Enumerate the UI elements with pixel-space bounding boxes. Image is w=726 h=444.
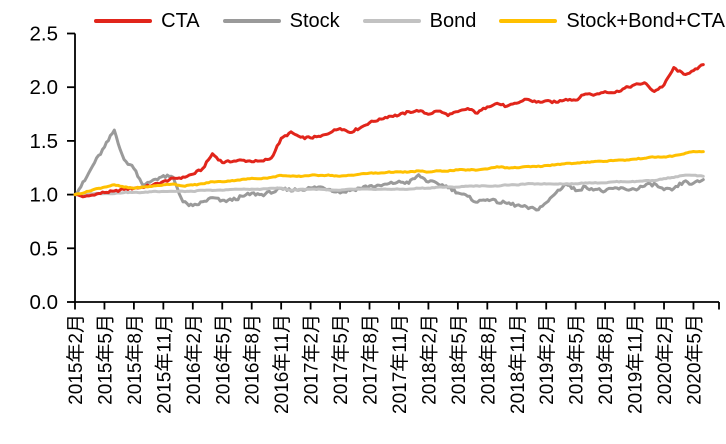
y-tick-label: 2.5 (30, 23, 59, 46)
x-tick-label: 2015年8月 (124, 314, 146, 405)
legend-item-bond: Bond (362, 8, 477, 34)
legend-item-stock-bond-cta: Stock+Bond+CTA (499, 8, 725, 34)
x-tick-label: 2018年5月 (448, 314, 470, 405)
x-tick-label: 2016年5月 (212, 314, 234, 405)
x-tick-label: 2018年8月 (477, 314, 499, 405)
legend-swatch-stock (222, 19, 281, 23)
legend-swatch-stock-bond-cta (499, 19, 558, 23)
series-line-stock-bond-cta (73, 150, 705, 197)
legend-label-stock: Stock (289, 10, 340, 32)
series-line-bond (73, 173, 705, 197)
legend-label-cta: CTA (161, 10, 200, 32)
x-tick-label: 2019年5月 (566, 314, 588, 405)
y-tick-label: 1.5 (30, 130, 59, 153)
legend-swatch-cta (94, 19, 153, 23)
x-tick-label: 2017年2月 (301, 314, 323, 405)
legend-label-bond: Bond (429, 10, 477, 32)
x-tick-label: 2020年2月 (654, 314, 676, 405)
y-tick-label: 2.0 (30, 76, 59, 99)
x-tick-label: 2015年2月 (65, 314, 87, 405)
x-tick-label: 2017年11月 (389, 314, 411, 414)
x-tick-label: 2017年5月 (330, 314, 352, 405)
legend-swatch-bond (362, 19, 421, 23)
x-tick-label: 2016年2月 (183, 314, 205, 405)
x-tick-label: 2018年2月 (418, 314, 440, 405)
series-line-cta (73, 63, 705, 199)
x-tick-label: 2015年11月 (153, 314, 175, 414)
chart-legend: CTA Stock Bond Stock+Bond+CTA (94, 8, 725, 34)
y-tick-label: 0.5 (30, 237, 59, 260)
x-tick-label: 2016年11月 (271, 314, 293, 414)
legend-label-stock-bond-cta: Stock+Bond+CTA (566, 10, 725, 32)
y-tick-label: 0.0 (30, 291, 59, 314)
x-tick-label: 2015年5月 (94, 314, 116, 405)
legend-item-cta: CTA (94, 8, 200, 34)
x-tick-label: 2019年2月 (536, 314, 558, 405)
y-tick-label: 1.0 (30, 184, 59, 207)
x-tick-label: 2019年11月 (625, 314, 647, 414)
x-tick-label: 2017年8月 (360, 314, 382, 405)
legend-item-stock: Stock (222, 8, 340, 34)
axes (74, 33, 719, 303)
x-tick-label: 2020年5月 (683, 314, 705, 405)
x-tick-label: 2018年11月 (507, 314, 529, 414)
x-tick-label: 2016年8月 (242, 314, 264, 405)
x-tick-label: 2019年8月 (595, 314, 617, 405)
series-line-stock (73, 128, 705, 212)
